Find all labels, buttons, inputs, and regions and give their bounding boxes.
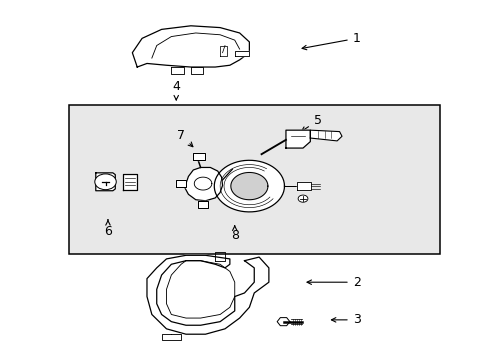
Polygon shape (176, 180, 185, 187)
Text: 4: 4 (172, 80, 180, 100)
Text: 5: 5 (301, 114, 321, 131)
Circle shape (298, 195, 307, 202)
Polygon shape (193, 153, 205, 160)
Text: 8: 8 (230, 226, 238, 242)
Polygon shape (310, 130, 341, 141)
Polygon shape (122, 174, 137, 190)
Polygon shape (161, 334, 181, 339)
Text: 2: 2 (306, 276, 360, 289)
Bar (69, 105, 439, 253)
Circle shape (95, 174, 116, 190)
Text: 6: 6 (104, 220, 112, 238)
Polygon shape (214, 160, 284, 212)
Polygon shape (296, 182, 311, 190)
Text: 7: 7 (177, 129, 192, 147)
Polygon shape (230, 172, 267, 200)
Polygon shape (147, 255, 268, 334)
Polygon shape (96, 173, 115, 191)
Text: 3: 3 (331, 313, 360, 327)
Polygon shape (132, 26, 249, 67)
Polygon shape (285, 130, 310, 148)
Polygon shape (277, 318, 289, 326)
Text: 1: 1 (302, 32, 360, 50)
Polygon shape (198, 201, 207, 208)
Polygon shape (234, 51, 249, 56)
Polygon shape (184, 167, 222, 201)
